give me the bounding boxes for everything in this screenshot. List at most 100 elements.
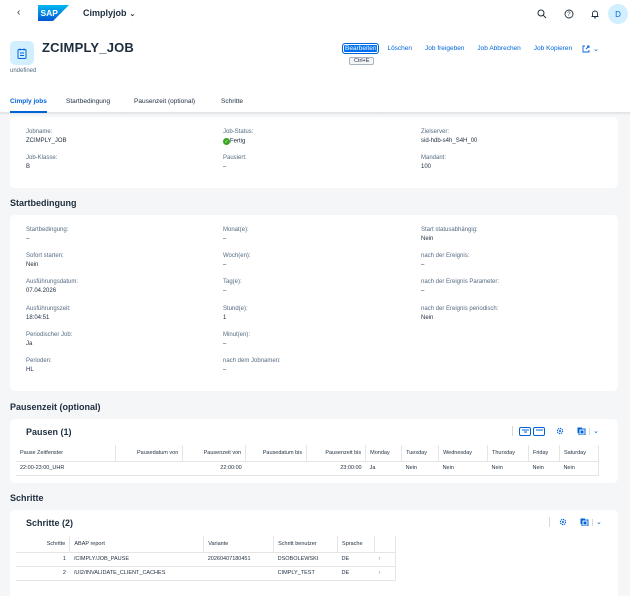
steps-table: Schritte ABAP report Variante Schritt be… (16, 536, 396, 581)
field-value: – (223, 164, 227, 170)
column-header[interactable]: Pause Zeitfenster (16, 445, 117, 462)
field-job-status: Job-Status: ✓Fertig (223, 129, 253, 145)
share-menu-button[interactable]: ⌄ (582, 45, 599, 53)
tab-schritte[interactable]: Schritte (221, 98, 244, 105)
column-header[interactable]: Monday (365, 445, 403, 462)
column-header[interactable]: ABAP report (69, 536, 205, 553)
table-row[interactable]: 1 /CIMPLY/JOB_PAUSE 20260407180451 DSOBO… (16, 552, 396, 567)
pause-table-toolbar: ⌄ (512, 426, 599, 436)
release-job-button[interactable]: Job freigeben (425, 45, 465, 52)
table-row[interactable]: 2 /UI2/INVALIDATE_CLIENT_CACHES CIMPLY_T… (16, 566, 396, 581)
field-value: – (223, 236, 227, 242)
field-value: Nein (26, 262, 39, 268)
field-value: – (223, 288, 227, 294)
copy-job-button[interactable]: Job Kopieren (533, 45, 573, 52)
object-header: ZCIMPLY_JOB undefined Bearbeiten Löschen… (0, 28, 630, 113)
field-sofort-starten: Sofort starten: Nein (26, 253, 64, 268)
field-value: 18:04:51 (26, 315, 50, 321)
export-icon[interactable] (577, 427, 586, 435)
anchor-tabs: Cimply jobs Startbedingung Pausenzeit (o… (0, 96, 630, 113)
help-icon[interactable]: ? (561, 6, 577, 22)
tab-pausenzeit[interactable]: Pausenzeit (optional) (134, 98, 196, 105)
cell-pausedatum-bis (245, 461, 307, 476)
share-icon (582, 45, 590, 52)
field-jobclass: Job-Klasse: B (26, 155, 57, 170)
column-header[interactable]: Sprache (337, 536, 375, 553)
field-nach-ereignis: nach der Ereignis: – (421, 253, 469, 268)
collapse-rows-icon[interactable] (533, 426, 545, 436)
cell-wednesday: Nein (438, 461, 488, 476)
column-header[interactable]: Pausedatum bis (245, 445, 308, 462)
app-title-menu[interactable]: Cimplyjob ⌄ (83, 8, 135, 18)
column-header[interactable]: Schritte (16, 536, 71, 553)
chevron-right-icon[interactable]: › (374, 552, 396, 567)
field-label: Monat(e): (223, 227, 249, 233)
gear-icon[interactable] (559, 518, 567, 526)
cell-monday: Ja (365, 461, 402, 476)
table-row[interactable]: 22:00-23:00_UHR 22:00:00 23:00:00 Ja Nei… (16, 461, 600, 476)
field-value: sid-hdb-s4h_S4H_00 (421, 138, 478, 144)
column-header[interactable]: Saturday (559, 445, 600, 462)
column-header[interactable]: Pausenzeit bis (306, 445, 367, 462)
cell-benutzer: CIMPLY_TEST (273, 566, 338, 581)
column-header[interactable]: Tuesday (401, 445, 440, 462)
section-title-pausenzeit: Pausenzeit (optional) (10, 402, 101, 412)
field-start-statusabhaengig: Start statusabhängig: Nein (421, 227, 478, 242)
field-nach-jobnamen: nach dem Jobnamen: – (223, 358, 281, 373)
avatar[interactable]: D (608, 4, 628, 24)
field-perioden: Perioden: HL (26, 358, 52, 373)
column-header[interactable]: Pausedatum von (115, 445, 184, 462)
field-label: Job-Status: (223, 129, 254, 135)
tab-startbedingung[interactable]: Startbedingung (66, 98, 111, 105)
chevron-down-icon: ⌄ (593, 45, 599, 53)
field-client: Mandant: 100 (421, 155, 446, 170)
expand-rows-icon[interactable] (519, 426, 531, 436)
field-label: Job-Klasse: (26, 155, 58, 161)
cell-abap-report: /CIMPLY/JOB_PAUSE (69, 552, 204, 567)
svg-text:?: ? (567, 12, 571, 18)
field-label: Perioden: (26, 358, 52, 364)
search-icon[interactable] (534, 6, 550, 22)
tab-cimply-jobs[interactable]: Cimply jobs (10, 98, 47, 113)
gear-icon[interactable] (556, 427, 564, 435)
field-label: Minut(en): (223, 332, 251, 338)
steps-table-toolbar: ⌄ (549, 517, 602, 527)
toolbar-separator (592, 518, 593, 526)
field-minuten: Minut(en): – (223, 332, 250, 347)
field-label: Tag(e): (223, 279, 242, 285)
chevron-left-icon[interactable]: ‹ (17, 7, 21, 18)
cell-step: 2 (16, 566, 70, 581)
cancel-job-button[interactable]: Job Abbrechen (477, 45, 521, 52)
field-label: Mandant: (421, 155, 447, 161)
column-header[interactable]: Wednesday (438, 445, 489, 462)
shortcut-tooltip: Ctrl+E (349, 57, 375, 65)
field-label: Sofort starten: (26, 253, 64, 259)
chevron-down-icon[interactable]: ⌄ (596, 519, 602, 526)
delete-button[interactable]: Löschen (387, 45, 413, 52)
column-header[interactable]: Pausenzeit von (182, 445, 247, 462)
cell-pausedatum-von (115, 461, 183, 476)
column-header[interactable]: Schritt benutzer (273, 536, 339, 553)
cell-pausenzeit-bis: 23:00:00 (306, 461, 366, 476)
field-value: 100 (421, 164, 432, 170)
cell-sprache: DE (337, 552, 375, 567)
cell-step: 1 (16, 552, 70, 567)
sap-logo[interactable]: SAP (38, 5, 69, 21)
bell-icon[interactable] (587, 6, 603, 22)
field-value: Nein (421, 236, 434, 242)
export-icon[interactable] (580, 518, 589, 526)
column-header[interactable]: Thursday (487, 445, 529, 462)
field-paused: Pausiert: – (223, 155, 247, 170)
column-header[interactable]: Friday (528, 445, 560, 462)
field-value: 1 (223, 315, 227, 321)
cell-pausenzeit-von: 22:00:00 (182, 461, 246, 476)
shell-bar: ‹ SAP Cimplyjob ⌄ ? D (0, 0, 630, 28)
field-label: Woch(en): (223, 253, 251, 259)
cell-benutzer: DSOBOLEWSKI (273, 552, 338, 567)
column-header[interactable]: Variante (203, 536, 275, 553)
chevron-down-icon[interactable]: ⌄ (593, 428, 599, 435)
general-info-card-bg: Jobname: ZCIMPLY_JOB Job-Klasse: B Job-S… (10, 117, 618, 188)
chevron-right-icon[interactable]: › (374, 566, 396, 581)
edit-button[interactable]: Bearbeiten (342, 43, 380, 54)
cell-friday: Nein (528, 461, 560, 476)
